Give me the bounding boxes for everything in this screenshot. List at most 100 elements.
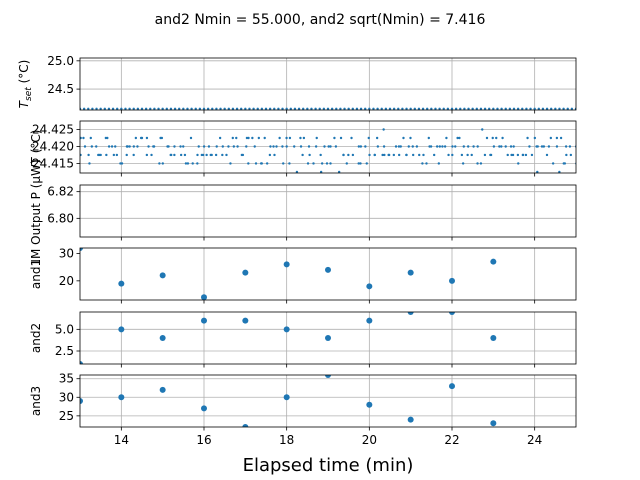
data-point <box>342 153 345 157</box>
data-point <box>397 145 401 148</box>
data-point <box>118 394 125 401</box>
data-point <box>120 107 123 110</box>
data-point <box>136 145 139 148</box>
data-point <box>530 153 534 157</box>
data-point <box>275 145 278 148</box>
x-tick-label: 20 <box>362 433 377 447</box>
data-point <box>524 153 528 157</box>
x-tick-label: 18 <box>279 433 294 447</box>
data-point <box>418 153 421 157</box>
data-point <box>160 136 164 140</box>
data-point <box>516 107 520 110</box>
data-point <box>99 153 102 157</box>
data-point <box>367 136 370 140</box>
data-point <box>283 394 290 401</box>
data-point <box>307 145 311 148</box>
data-point <box>451 153 454 157</box>
data-point <box>89 136 92 140</box>
data-point <box>318 107 321 110</box>
data-point <box>263 136 266 140</box>
data-point <box>126 145 129 148</box>
data-point <box>145 153 149 157</box>
y-axis-label: IM Output P (μW) <box>29 159 43 262</box>
data-points <box>80 248 497 300</box>
data-point <box>565 153 568 157</box>
data-point <box>459 107 462 110</box>
data-point <box>365 162 368 165</box>
data-point <box>471 107 474 110</box>
data-point <box>376 145 380 148</box>
data-point <box>87 153 90 157</box>
data-point <box>115 153 119 157</box>
y-tick-label: 25.0 <box>47 54 74 68</box>
data-point <box>189 136 193 140</box>
data-point <box>106 136 109 140</box>
data-point <box>253 145 256 148</box>
data-point <box>392 153 396 157</box>
data-point <box>247 136 250 140</box>
data-point <box>257 136 261 140</box>
data-point <box>383 153 386 157</box>
data-point <box>475 107 478 110</box>
data-point <box>384 107 388 110</box>
data-point <box>350 136 353 140</box>
data-point <box>470 153 473 157</box>
data-point <box>236 145 239 148</box>
data-point <box>483 107 487 110</box>
y-tick-label: 6.82 <box>47 185 74 199</box>
data-point <box>460 153 464 157</box>
data-point <box>329 162 332 165</box>
x-axis-label: Elapsed time (min) <box>243 455 414 476</box>
data-point <box>283 326 290 333</box>
data-point <box>562 107 565 110</box>
data-points <box>80 128 576 173</box>
data-point <box>283 261 290 268</box>
data-point <box>165 107 168 110</box>
data-point <box>310 107 313 110</box>
data-point <box>179 145 182 148</box>
data-point <box>240 153 244 157</box>
data-point <box>197 145 200 148</box>
data-point <box>447 153 450 157</box>
data-point <box>339 107 342 110</box>
data-point <box>435 145 439 148</box>
data-point <box>449 277 455 284</box>
data-point <box>481 128 484 131</box>
y-tick-label: 30 <box>59 390 74 404</box>
data-point <box>373 153 376 157</box>
data-point <box>206 107 210 110</box>
data-point <box>252 107 255 110</box>
data-point <box>128 107 131 110</box>
data-point <box>105 153 108 157</box>
data-point <box>227 107 230 110</box>
data-point <box>256 107 259 110</box>
data-point <box>116 107 119 110</box>
data-point <box>229 162 232 165</box>
data-point <box>343 107 346 110</box>
axes-frame <box>79 374 577 428</box>
data-point <box>124 107 127 110</box>
data-point <box>240 107 243 110</box>
data-point <box>359 145 363 148</box>
data-point <box>273 107 276 110</box>
data-point <box>359 162 362 165</box>
data-point <box>422 153 425 157</box>
data-point <box>517 162 520 165</box>
data-point <box>491 136 494 140</box>
data-point <box>512 107 516 110</box>
axes-frame <box>79 311 577 365</box>
data-point <box>364 107 367 110</box>
data-point <box>555 136 559 140</box>
data-points <box>80 375 497 427</box>
data-point <box>289 107 292 110</box>
data-point <box>319 170 323 173</box>
data-point <box>492 107 495 110</box>
data-point <box>479 107 483 110</box>
data-point <box>159 272 166 279</box>
data-point <box>82 136 85 140</box>
data-point <box>569 153 573 157</box>
data-point <box>375 136 379 140</box>
data-point <box>297 107 301 110</box>
x-tick-label: 22 <box>444 433 459 447</box>
